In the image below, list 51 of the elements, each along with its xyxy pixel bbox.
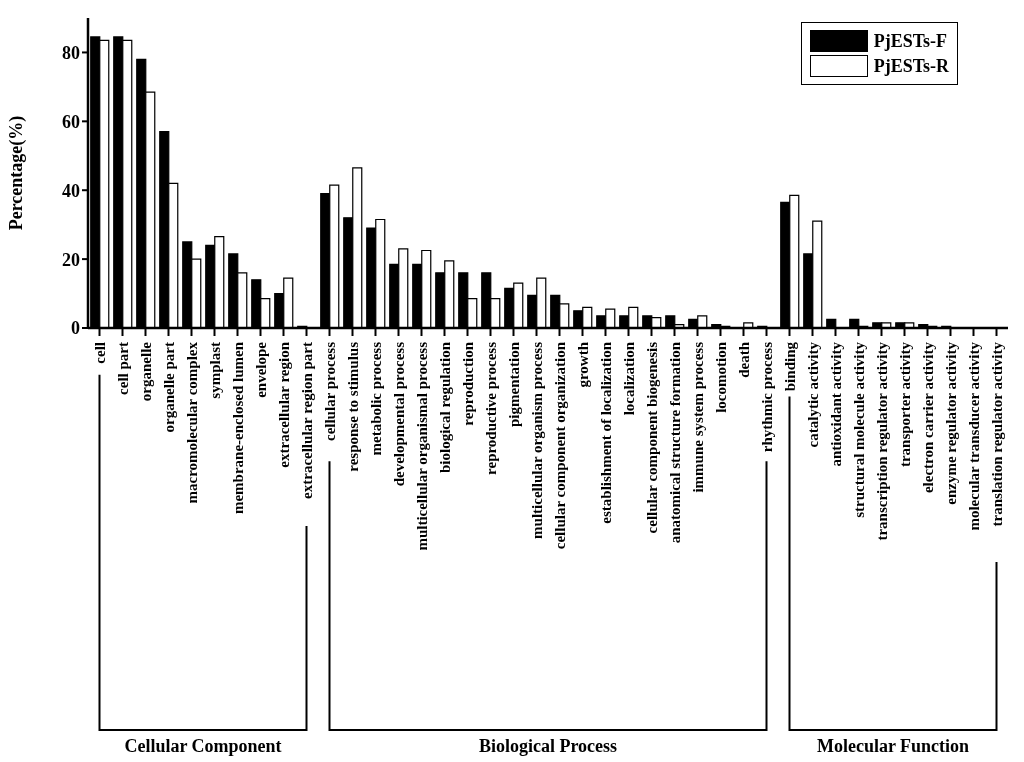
x-tick-label: symplast xyxy=(206,342,223,399)
x-tick-label: developmental process xyxy=(390,341,407,487)
x-tick-label: reproductive process xyxy=(482,341,499,475)
text: Molecular Function xyxy=(816,736,970,756)
x-tick-label: catalytic activity xyxy=(804,341,821,448)
x-tick-label: electron carrier activity xyxy=(919,341,936,494)
legend-label: PjESTs-R xyxy=(873,55,949,77)
y-tick-label: 20 xyxy=(62,249,80,270)
x-tick-label: macromolecular complex xyxy=(183,341,200,504)
y-tick-label: 0 xyxy=(71,318,80,339)
x-tick-label: multicellular organism process xyxy=(528,341,545,539)
x-tick-label: translation regulator activity xyxy=(988,341,1005,527)
x-tick-label: structural molecule activity xyxy=(850,341,867,518)
x-tick-label: growth xyxy=(574,341,591,388)
x-tick-label: organelle part xyxy=(160,342,177,433)
x-tick-label: cell part xyxy=(114,342,131,395)
x-tick-label: extracellular region xyxy=(275,341,292,468)
y-axis-title: Percentage(%) xyxy=(6,115,28,231)
x-tick-label: transcription regulator activity xyxy=(873,341,890,541)
x-tick-label: antioxidant activity xyxy=(827,341,844,467)
x-tick-label: molecular transducer activity xyxy=(965,341,982,531)
y-tick-label: 80 xyxy=(62,42,80,63)
x-tick-label: multicellular organismal process xyxy=(413,341,430,551)
text: Cellular Component xyxy=(124,736,282,756)
text: Biological Process xyxy=(478,736,618,756)
x-tick-label: organelle xyxy=(137,341,154,402)
x-tick-label: cellular component organization xyxy=(551,341,568,550)
x-tick-label: membrane-enclosed lumen xyxy=(229,341,246,515)
x-tick-label: locomotion xyxy=(712,341,729,413)
x-tick-label: cellular process xyxy=(321,341,338,442)
y-tick-label: 40 xyxy=(62,180,80,201)
x-tick-label: immune system process xyxy=(689,341,706,493)
x-tick-label: death xyxy=(735,341,752,378)
x-tick-label: extracellular region part xyxy=(298,342,315,499)
x-tick-label: enzyme regulator activity xyxy=(942,341,959,505)
y-tick-label: 60 xyxy=(62,111,80,132)
legend-label: PjESTs-F xyxy=(873,30,947,52)
x-tick-label: cellular component biogenesis xyxy=(643,341,660,534)
x-tick-label: cell xyxy=(91,342,108,364)
x-tick-label: establishment of localization xyxy=(597,341,614,524)
x-tick-label: reproduction xyxy=(459,341,476,426)
x-tick-label: localization xyxy=(620,341,637,416)
x-tick-label: anatomical structure formation xyxy=(666,341,683,544)
x-tick-label: envelope xyxy=(252,341,269,398)
x-tick-label: metabolic process xyxy=(367,341,384,456)
x-tick-label: transporter activity xyxy=(896,341,913,468)
x-tick-label: biological regulation xyxy=(436,341,453,473)
x-tick-label: binding xyxy=(781,341,798,392)
x-tick-label: response to stimulus xyxy=(344,341,361,472)
x-tick-label: pigmentation xyxy=(505,341,522,428)
x-tick-label: rhythmic process xyxy=(758,341,775,453)
